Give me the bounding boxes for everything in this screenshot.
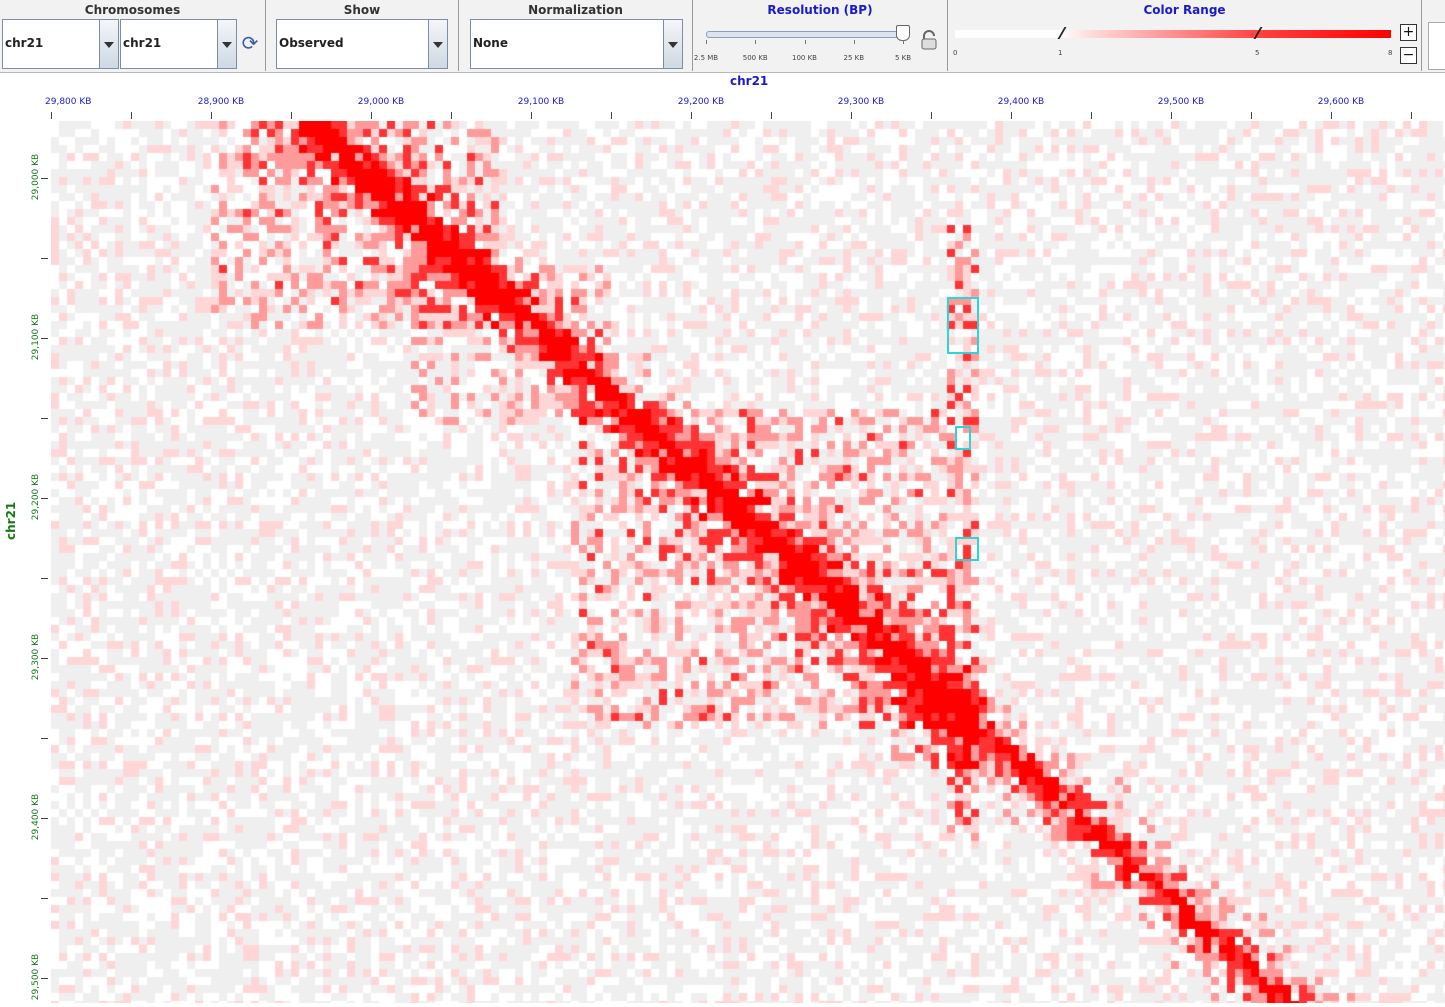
x-tick	[531, 112, 532, 119]
y-tick-label: 29,100 KB	[31, 313, 41, 361]
resolution-title: Resolution (BP)	[767, 3, 873, 17]
chromosomes-title: Chromosomes	[84, 3, 181, 17]
normalization-select[interactable]: None	[470, 19, 683, 69]
toolbar: Chromosomes chr21 chr21 ⟳ Show Observed …	[0, 0, 1445, 73]
y-tick-label: 29,500 KB	[31, 953, 41, 1001]
normalization-panel: Normalization None	[459, 0, 693, 71]
x-tick-label: 29,300 KB	[837, 97, 885, 107]
y-tick-label: 29,300 KB	[31, 633, 41, 681]
chromosomes-panel: Chromosomes chr21 chr21 ⟳	[0, 0, 266, 71]
y-tick	[41, 178, 48, 179]
chrom-y-select[interactable]: chr21	[120, 19, 237, 69]
y-tick-label: 29,400 KB	[31, 793, 41, 841]
resolution-tick	[903, 40, 904, 44]
x-tick	[1091, 112, 1092, 119]
y-tick	[41, 578, 48, 579]
show-select[interactable]: Observed	[276, 19, 448, 69]
x-tick	[611, 112, 612, 119]
y-tick	[41, 738, 48, 739]
color-range-min-label: 0	[953, 49, 958, 57]
x-tick	[1251, 112, 1252, 119]
x-tick-label: 29,800 KB	[45, 97, 92, 107]
y-tick	[41, 898, 48, 899]
resolution-tick	[706, 40, 707, 44]
x-tick-label: 29,200 KB	[677, 97, 725, 107]
color-range-slider[interactable]	[955, 30, 1391, 38]
x-tick	[851, 112, 852, 119]
y-chrom-label: chr21	[4, 501, 18, 540]
chrom-y-value: chr21	[123, 36, 162, 50]
refresh-icon[interactable]: ⟳	[241, 31, 259, 55]
x-tick	[1171, 112, 1172, 119]
x-ruler: 29,800 KB 28,900 KB 29,000 KB 29,100 KB 29,2…	[45, 92, 1445, 120]
y-tick	[41, 258, 48, 259]
loop-annotation[interactable]	[955, 537, 979, 561]
x-tick	[931, 112, 932, 119]
x-chrom-label: chr21	[730, 74, 769, 88]
x-tick-label: 29,500 KB	[1157, 97, 1205, 107]
color-range-panel: Color Range	[948, 0, 1422, 71]
x-tick	[771, 112, 772, 119]
chrom-x-select[interactable]: chr21	[2, 19, 119, 69]
color-range-high-label: 5	[1255, 49, 1260, 57]
y-tick-label: 29,200 KB	[31, 473, 41, 521]
loop-annotation[interactable]	[955, 426, 971, 450]
y-tick	[41, 818, 48, 819]
chevron-down-icon[interactable]	[428, 20, 447, 68]
x-tick-label: 28,900 KB	[197, 97, 245, 107]
resolution-slider[interactable]	[706, 31, 908, 38]
x-tick-label: 29,000 KB	[357, 97, 405, 107]
resolution-tick-label: 25 KB	[843, 54, 865, 62]
x-tick	[451, 112, 452, 119]
normalization-title: Normalization	[528, 3, 623, 17]
x-tick	[51, 112, 52, 119]
resolution-tick-label: 500 KB	[742, 54, 768, 62]
x-tick	[211, 112, 212, 119]
resolution-tick	[853, 40, 855, 44]
y-tick	[41, 658, 48, 659]
resolution-tick-label: 2.5 MB	[693, 54, 719, 62]
y-tick	[41, 338, 48, 339]
resolution-tick	[755, 40, 757, 44]
zoom-out-button[interactable]: −	[1400, 47, 1417, 64]
x-tick-label: 29,400 KB	[997, 97, 1045, 107]
x-tick	[131, 112, 132, 119]
show-panel: Show Observed	[266, 0, 459, 71]
y-tick	[41, 978, 48, 979]
resolution-tick	[804, 40, 806, 44]
contact-map-canvas[interactable]	[51, 121, 1445, 1003]
zoom-in-button[interactable]: +	[1400, 24, 1417, 41]
resolution-slider-thumb[interactable]	[896, 25, 910, 41]
chevron-down-icon[interactable]	[663, 20, 682, 68]
y-tick	[41, 498, 48, 499]
normalization-value: None	[473, 36, 508, 50]
x-tick	[291, 112, 292, 119]
x-tick	[1011, 112, 1012, 119]
show-title: Show	[343, 3, 381, 17]
x-tick-label: 29,600 KB	[1317, 97, 1365, 107]
chevron-down-icon[interactable]	[99, 20, 118, 68]
lock-icon[interactable]	[921, 30, 937, 50]
toolbar-scrollbar[interactable]	[1428, 22, 1445, 70]
color-range-title: Color Range	[1143, 3, 1226, 17]
x-tick	[1331, 112, 1332, 119]
loop-annotation[interactable]	[947, 297, 979, 354]
resolution-panel: Resolution (BP)	[693, 0, 948, 71]
y-tick	[41, 418, 48, 419]
x-tick-label: 29,100 KB	[517, 97, 565, 107]
y-ruler: 29,000 KB 29,100 KB 29,200 KB 29,300 KB 29,4…	[20, 121, 51, 1003]
color-range-max-label: 8	[1388, 49, 1393, 57]
chevron-down-icon[interactable]	[217, 20, 236, 68]
color-range-low-label: 1	[1058, 49, 1063, 57]
y-tick-label: 29,000 KB	[31, 153, 41, 201]
show-value: Observed	[279, 36, 344, 50]
resolution-tick-label: 100 KB	[792, 54, 817, 62]
x-tick	[371, 112, 372, 119]
contact-map[interactable]	[51, 121, 1445, 1003]
x-tick	[691, 112, 692, 119]
resolution-tick-label: 5 KB	[894, 54, 912, 62]
chrom-x-value: chr21	[5, 36, 44, 50]
x-tick	[1411, 112, 1412, 119]
